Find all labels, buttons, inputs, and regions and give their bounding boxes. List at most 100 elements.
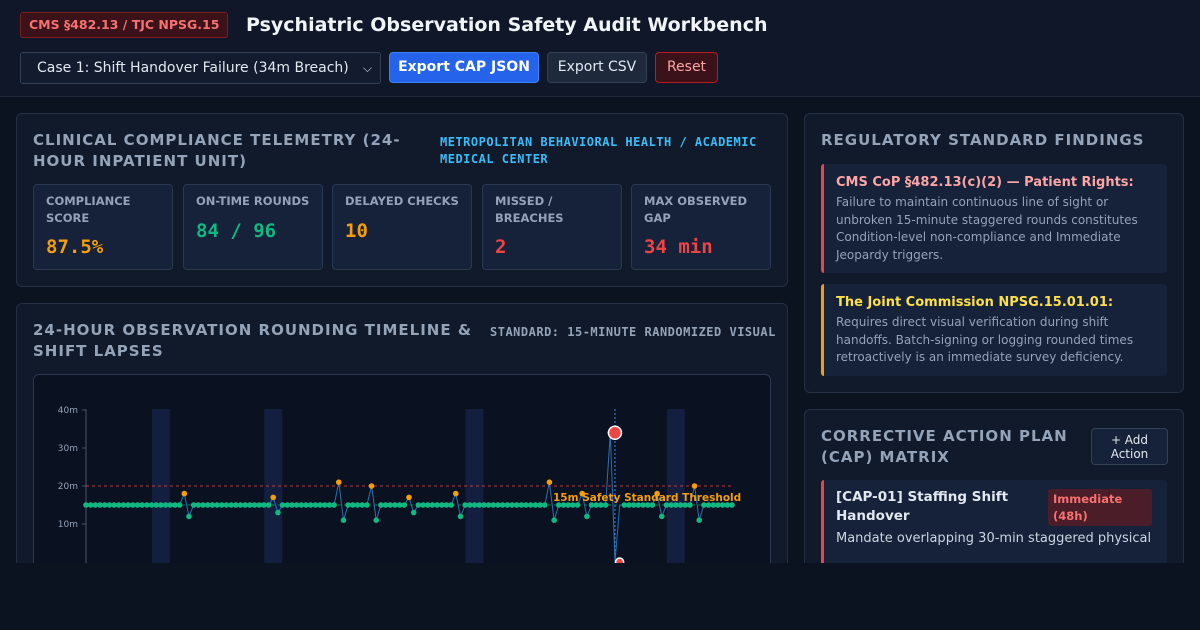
shift-band: [465, 409, 484, 563]
data-point: [462, 502, 468, 508]
y-tick-label: 30m: [58, 444, 78, 454]
data-point: [298, 502, 305, 508]
data-point: [687, 502, 693, 508]
data-point: [321, 502, 328, 508]
data-point: [640, 502, 646, 508]
data-point: [649, 502, 656, 508]
chevron-down-icon: ⌵: [362, 61, 372, 75]
data-point: [209, 502, 216, 508]
data-point: [691, 483, 698, 489]
telemetry-panel: Clinical Compliance Telemetry (24-Hour I…: [16, 113, 788, 287]
kpi-max-gap: Max Observed Gap 34 min: [631, 184, 771, 270]
add-action-button[interactable]: + Add Action: [1091, 428, 1168, 465]
data-point: [172, 502, 178, 508]
kpi-value: 10: [345, 220, 368, 242]
data-point: [621, 502, 628, 508]
data-point: [644, 502, 651, 508]
data-point: [144, 502, 150, 508]
y-tick-label: 20m: [58, 482, 78, 492]
kpi-value: 87.5%: [46, 236, 104, 258]
data-point: [584, 513, 590, 520]
data-point: [312, 502, 319, 508]
cap-title: Corrective Action Plan (CAP) Matrix: [821, 427, 1068, 466]
data-point: [415, 502, 422, 508]
data-point: [677, 502, 684, 508]
data-point: [565, 502, 571, 508]
finding-body: Failure to maintain continuous line of s…: [836, 195, 1138, 262]
data-point: [101, 502, 108, 508]
data-point: [499, 502, 506, 508]
finding-title: CMS CoP §482.13(c)(2) — Patient Rights:: [836, 175, 1134, 190]
data-point: [354, 502, 361, 508]
case-select[interactable]: Case 1: Shift Handover Failure (34m Brea…: [20, 52, 381, 84]
data-point: [467, 502, 473, 508]
data-point: [724, 502, 731, 508]
data-point: [284, 502, 291, 508]
kpi-label: On-Time Rounds: [196, 194, 310, 208]
kpi-compliance-score: Compliance Score 87.5%: [33, 184, 173, 270]
data-point: [195, 502, 202, 508]
findings-panel: Regulatory Standard Findings CMS CoP §48…: [804, 113, 1184, 393]
data-point: [434, 502, 440, 508]
breach-point: [607, 425, 623, 441]
kpi-value: 84 / 96: [196, 220, 277, 242]
data-point: [387, 502, 394, 508]
data-point: [392, 502, 398, 508]
data-point: [532, 502, 539, 508]
data-point: [364, 502, 370, 508]
data-point: [368, 483, 375, 489]
data-point: [424, 502, 431, 508]
data-point: [453, 490, 459, 497]
cap-item[interactable]: [CAP-01] Staffing Shift Handover Immedia…: [821, 480, 1167, 563]
finding-cms: CMS CoP §482.13(c)(2) — Patient Rights: …: [821, 164, 1167, 273]
data-point: [509, 502, 515, 508]
finding-tjc: The Joint Commission NPSG.15.01.01: Requ…: [821, 284, 1167, 376]
data-point: [340, 517, 347, 523]
data-point: [176, 502, 183, 508]
timeline-panel: 24-Hour Observation Rounding Timeline & …: [16, 303, 788, 563]
export-cap-json-button[interactable]: Export CAP JSON: [389, 52, 539, 83]
data-point: [504, 502, 511, 508]
timeline-title: 24-Hour Observation Rounding Timeline & …: [33, 321, 472, 360]
data-point: [115, 502, 122, 508]
data-point: [247, 502, 253, 508]
data-point: [293, 502, 300, 508]
data-point: [111, 502, 117, 508]
cap-item-title: [CAP-01] Staffing Shift Handover: [836, 489, 1009, 524]
data-point: [555, 502, 562, 508]
case-select-value: Case 1: Shift Handover Failure (34m Brea…: [37, 60, 349, 76]
data-point: [373, 517, 380, 523]
reset-button[interactable]: Reset: [655, 52, 718, 83]
data-point: [87, 502, 94, 508]
y-tick-label: 10m: [58, 520, 78, 530]
data-point: [673, 502, 679, 508]
data-point: [476, 502, 483, 508]
data-point: [626, 502, 632, 508]
data-point: [382, 502, 389, 508]
data-point: [654, 490, 660, 497]
data-point: [729, 502, 735, 508]
kpi-value: 2: [495, 236, 507, 258]
data-point: [588, 502, 595, 508]
data-point: [251, 502, 258, 508]
data-point: [710, 502, 717, 508]
data-point: [560, 502, 567, 508]
data-point: [438, 502, 445, 508]
standard-badge: CMS §482.13 / TJC NPSG.15: [20, 12, 229, 38]
data-point: [448, 502, 454, 508]
breach-point: [614, 557, 625, 563]
app-title: Psychiatric Observation Safety Audit Wor…: [246, 14, 768, 36]
data-point: [134, 502, 141, 508]
data-point: [83, 502, 89, 508]
data-point: [663, 502, 670, 508]
data-point: [574, 502, 581, 508]
timeline-standard: STANDARD: 15-MINUTE RANDOMIZED VISUAL: [490, 325, 776, 339]
data-point: [153, 502, 160, 508]
data-point: [719, 502, 726, 508]
data-point: [471, 502, 478, 508]
kpi-delayed-checks: Delayed Checks 10: [332, 184, 472, 270]
data-point: [527, 502, 534, 508]
priority-badge: Immediate (48h): [1048, 489, 1152, 526]
data-point: [401, 502, 408, 508]
export-csv-button[interactable]: Export CSV: [547, 52, 647, 83]
